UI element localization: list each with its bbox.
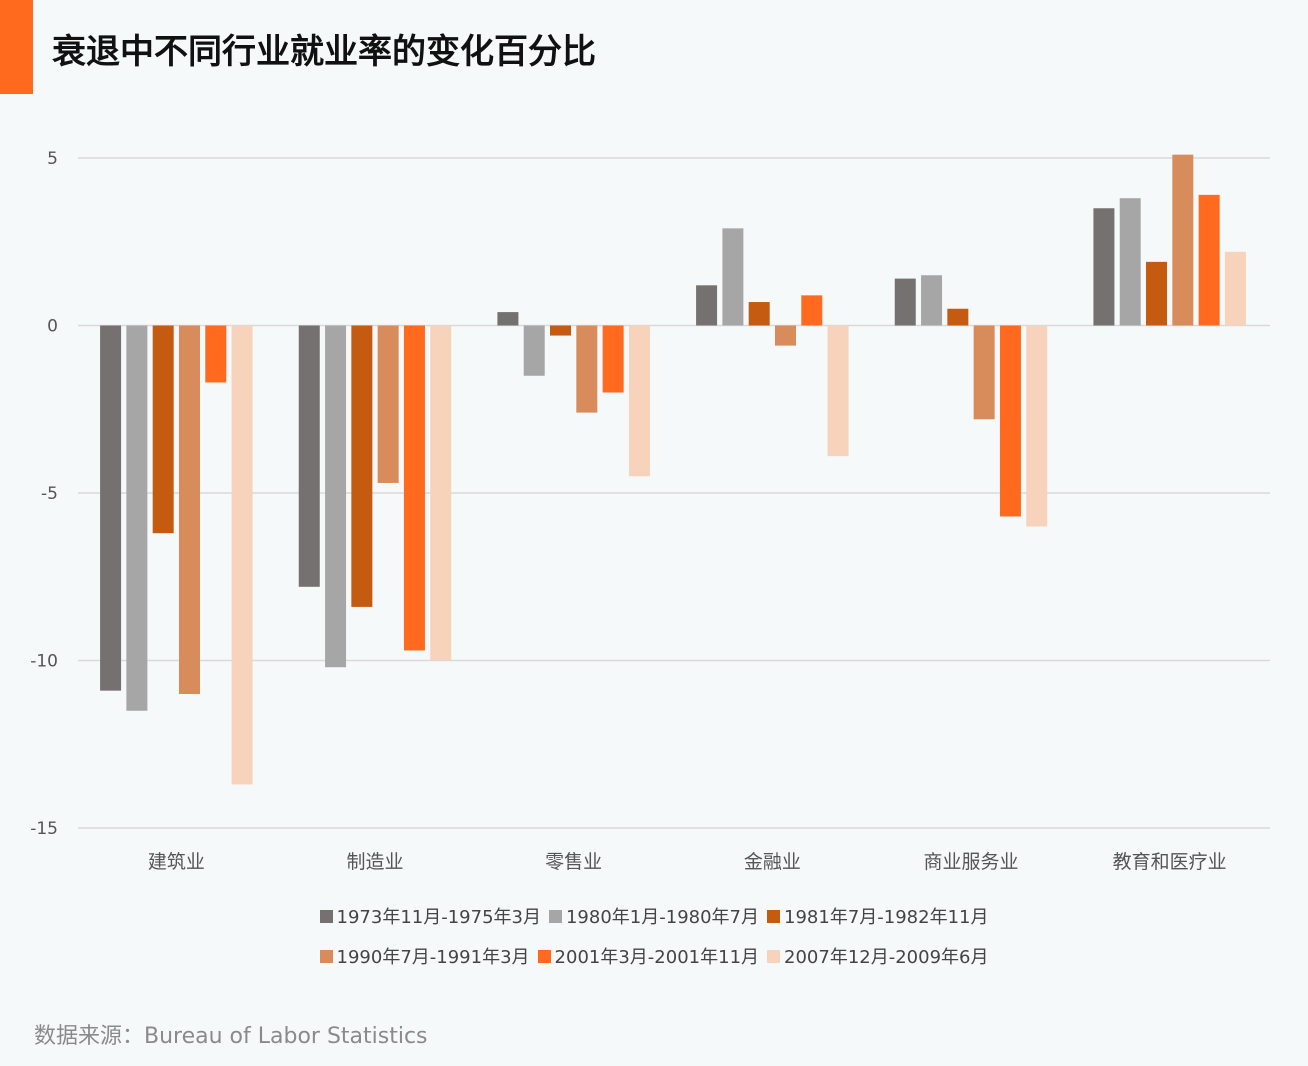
source-note: 数据来源：Bureau of Labor Statistics — [34, 1024, 428, 1049]
bar — [628, 325, 650, 477]
bar — [152, 325, 174, 534]
legend-row: 1973年11月-1975年3月 1980年1月-1980年7月 1981年7月-1… — [0, 896, 1308, 936]
bar — [377, 325, 399, 483]
bar — [1093, 208, 1115, 326]
y-tick-label: 5 — [47, 149, 58, 169]
bar — [748, 302, 770, 326]
legend-swatch — [767, 909, 781, 923]
bar — [973, 325, 995, 420]
y-tick-label: -10 — [30, 652, 58, 672]
legend-swatch — [319, 909, 333, 923]
y-axis-ticks: 5 0 -5 -10 -15 — [30, 149, 58, 839]
x-category-label: 商业服务业 — [923, 851, 1018, 873]
bar — [550, 325, 572, 336]
bar — [1146, 261, 1168, 326]
title-accent-bar — [0, 0, 33, 94]
bars — [100, 154, 1246, 785]
bar — [576, 325, 598, 413]
y-tick-label: -15 — [30, 819, 58, 839]
y-tick-label: -5 — [41, 484, 58, 504]
legend-item: 1981年7月-1982年11月 — [767, 903, 988, 929]
legend-label: 2007年12月-2009年6月 — [784, 947, 989, 968]
bar — [298, 325, 320, 587]
bar — [325, 325, 347, 668]
bar — [497, 312, 519, 326]
legend-label: 1981年7月-1982年11月 — [784, 907, 989, 928]
x-category-label: 金融业 — [744, 851, 801, 873]
legend-item: 1990年7月-1991年3月 — [319, 943, 530, 969]
legend-item: 1980年1月-1980年7月 — [548, 903, 760, 929]
bar — [100, 325, 122, 691]
bar — [430, 325, 452, 661]
bar — [947, 308, 969, 326]
bar — [921, 275, 943, 326]
bar — [231, 325, 253, 785]
bar — [894, 278, 916, 326]
legend-label: 1990年7月-1991年3月 — [336, 947, 530, 968]
legend-item: 1973年11月-1975年3月 — [319, 903, 541, 929]
chart-title: 衰退中不同行业就业率的变化百分比 — [52, 32, 596, 72]
bar — [801, 295, 823, 326]
bar — [1026, 325, 1048, 527]
y-tick-label: 0 — [47, 317, 58, 337]
bar — [205, 325, 227, 383]
legend: 1973年11月-1975年3月 1980年1月-1980年7月 1981年7月-1… — [0, 896, 1308, 976]
x-axis-categories: 建筑业 制造业 零售业 金融业 商业服务业 教育和医疗业 — [148, 851, 1227, 873]
legend-label: 2001年3月-2001年11月 — [554, 947, 760, 968]
x-category-label: 制造业 — [346, 851, 403, 873]
legend-label: 1973年11月-1975年3月 — [336, 907, 541, 928]
x-category-label: 教育和医疗业 — [1113, 851, 1227, 873]
bar — [351, 325, 373, 607]
legend-swatch — [767, 949, 781, 963]
legend-label: 1980年1月-1980年7月 — [565, 907, 760, 928]
legend-swatch — [548, 909, 562, 923]
bar — [696, 285, 718, 326]
bar — [178, 325, 200, 694]
legend-item: 2007年12月-2009年6月 — [767, 943, 988, 969]
x-category-label: 建筑业 — [148, 851, 205, 873]
bar — [523, 325, 545, 376]
legend-swatch — [537, 949, 551, 963]
bar — [1224, 251, 1246, 326]
gridlines — [78, 157, 1270, 829]
bar — [722, 228, 744, 326]
bar — [774, 325, 796, 346]
bar — [403, 325, 425, 651]
bar — [602, 325, 624, 393]
bar — [827, 325, 849, 457]
x-category-label: 零售业 — [545, 851, 602, 873]
bar — [1172, 154, 1194, 326]
bar — [1198, 194, 1220, 326]
bar — [126, 325, 148, 711]
legend-swatch — [319, 949, 333, 963]
bar — [1119, 198, 1141, 326]
legend-row: 1990年7月-1991年3月 2001年3月-2001年11月 2007年12月-… — [0, 936, 1308, 976]
bar — [999, 325, 1021, 517]
legend-item: 2001年3月-2001年11月 — [537, 943, 760, 969]
